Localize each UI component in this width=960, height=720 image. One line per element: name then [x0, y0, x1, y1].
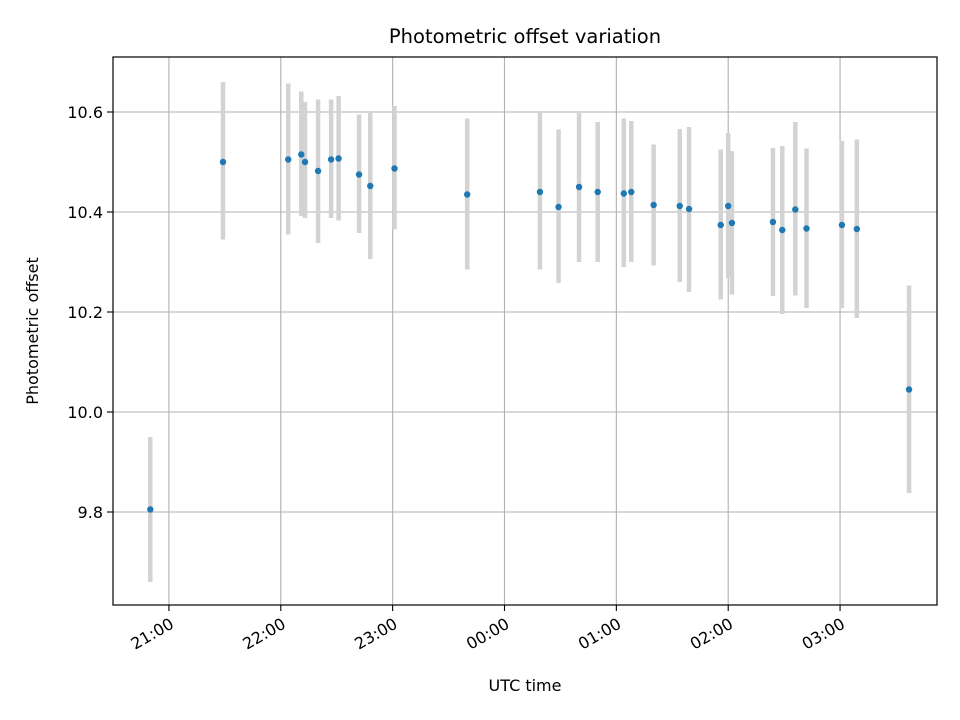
- data-point: [147, 506, 154, 513]
- data-point: [594, 188, 601, 196]
- data-point: [391, 165, 398, 172]
- data-point: [575, 183, 583, 191]
- data-point: [464, 191, 471, 198]
- data-point: [301, 158, 309, 166]
- y-axis-label: Photometric offset: [23, 257, 42, 405]
- data-point: [620, 190, 628, 197]
- y-tick-label: 10.6: [67, 103, 103, 122]
- data-point: [628, 188, 635, 196]
- data-point: [853, 225, 861, 233]
- data-point: [555, 203, 562, 211]
- data-point: [685, 205, 693, 213]
- data-points: [147, 151, 913, 513]
- y-tick-label: 9.8: [78, 503, 103, 522]
- y-tick-label: 10.4: [67, 203, 103, 222]
- data-point: [650, 201, 657, 209]
- data-point: [717, 221, 724, 229]
- data-point: [725, 202, 732, 210]
- data-point: [676, 202, 683, 210]
- data-point: [335, 155, 342, 162]
- data-point: [285, 156, 292, 163]
- plot-frame: [112, 56, 938, 606]
- data-point: [536, 188, 544, 196]
- y-tick-label: 10.2: [67, 303, 103, 322]
- data-point: [792, 206, 799, 213]
- data-point: [298, 151, 305, 158]
- data-point: [355, 171, 363, 178]
- x-axis-label: UTC time: [489, 676, 562, 695]
- data-point: [314, 167, 322, 175]
- chart-title: Photometric offset variation: [389, 25, 661, 48]
- y-tick-label: 10.0: [67, 403, 103, 422]
- data-point: [728, 219, 736, 227]
- data-point: [779, 226, 786, 234]
- data-point: [838, 221, 846, 229]
- data-point: [769, 218, 777, 226]
- data-point: [367, 182, 374, 190]
- data-point: [905, 386, 913, 393]
- data-point: [219, 158, 227, 166]
- data-point: [327, 156, 335, 163]
- data-point: [803, 225, 810, 232]
- y-axis: 9.8 10.0 10.2 10.4 10.6: [67, 103, 113, 522]
